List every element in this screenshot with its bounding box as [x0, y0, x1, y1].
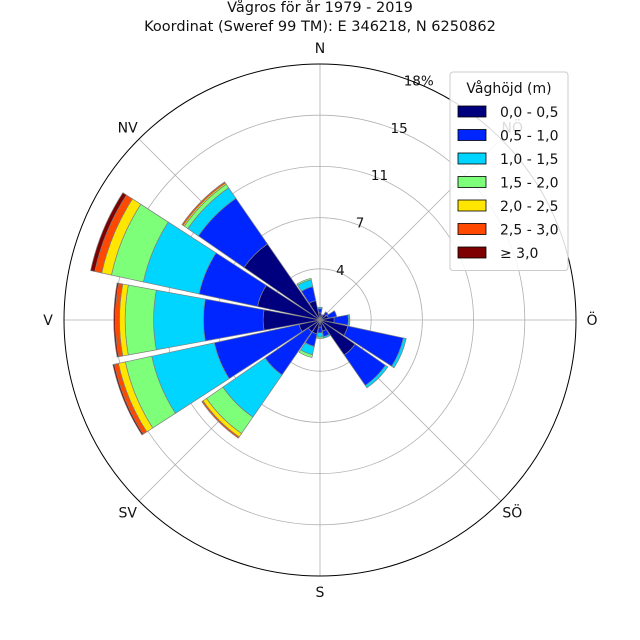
legend-swatch-6: [457, 246, 487, 259]
legend-entry-3: 1,5 - 2,0: [500, 176, 558, 192]
legend-title: Våghöjd (m): [466, 80, 551, 97]
bar-SSV-3: [298, 349, 313, 358]
rose-bars: [90, 181, 407, 439]
direction-label-Ö: Ö: [586, 311, 597, 329]
chart-subtitle: Koordinat (Sweref 99 TM): E 346218, N 62…: [144, 19, 496, 35]
polar-frame: [63, 63, 577, 577]
radial-tick-labels: 4 7 11 15 18%: [336, 74, 434, 279]
direction-label-NV: NV: [118, 121, 138, 137]
radial-tick-label-3: 15: [391, 121, 408, 137]
legend-entry-1: 0,5 - 1,0: [500, 129, 558, 145]
chart-title: Vågros för år 1979 - 2019: [227, 0, 413, 16]
direction-label-N: N: [315, 41, 325, 57]
legend-swatch-5: [457, 223, 487, 235]
bar-NNV-3: [296, 277, 312, 286]
direction-label-SÖ: SÖ: [502, 503, 522, 521]
bar-NV-5: [181, 181, 226, 226]
legend-box: [449, 71, 569, 271]
bar-ÖNÖ-1: [326, 310, 338, 319]
bar-V-2: [153, 289, 206, 351]
direction-label-SV: SV: [118, 505, 137, 521]
bar-N-2: [317, 306, 323, 310]
bar-ÖSÖ-2: [391, 337, 407, 369]
bar-S-3: [316, 336, 324, 339]
bar-S-2: [316, 332, 324, 338]
legend-entry-4: 2,0 - 2,5: [500, 199, 558, 215]
legend: Våghöjd (m) 0,0 - 0,5 0,5 - 1,0 1,0 - 1,5 1,…: [449, 71, 569, 271]
bar-VNV-6: [90, 192, 127, 272]
bar-VSV-6: [112, 363, 144, 436]
bar-V-3: [124, 284, 157, 356]
bar-SSÖ-2: [323, 333, 331, 339]
legend-entry-6: ≥ 3,0: [500, 246, 538, 262]
radial-tick-label-0: 4: [336, 263, 345, 279]
legend-swatch-0: [457, 105, 487, 118]
direction-label-V: V: [43, 313, 53, 329]
bar-Ö-2: [347, 314, 351, 326]
bar-SÖ-2: [364, 364, 389, 389]
radial-tick-label-1: 7: [356, 216, 365, 232]
legend-swatch-4: [457, 199, 487, 212]
legend-swatch-2: [457, 152, 487, 165]
direction-label-S: S: [316, 585, 325, 601]
legend-swatch-1: [457, 129, 487, 141]
legend-entry-5: 2,5 - 3,0: [500, 223, 558, 239]
legend-entry-0: 0,0 - 0,5: [500, 105, 558, 121]
radial-tick-label-4: 18%: [404, 74, 434, 90]
legend-swatch-3: [457, 176, 487, 188]
legend-entry-2: 1,0 - 1,5: [500, 152, 558, 168]
radial-tick-label-2: 11: [371, 168, 388, 184]
bar-SV-5: [201, 400, 240, 439]
bar-V-6: [113, 282, 119, 358]
